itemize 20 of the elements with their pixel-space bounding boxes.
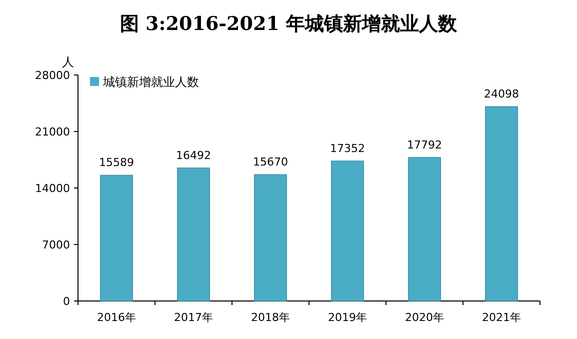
xtick: 2018年 (251, 311, 290, 324)
xtick: 2017年 (174, 311, 213, 324)
xtick: 2016年 (97, 311, 136, 324)
ytick: 0 (63, 295, 70, 308)
ytick: 7000 (42, 238, 70, 252)
ylabel: 人 (62, 55, 74, 69)
data-label: 17352 (330, 142, 365, 155)
xtick: 2021年 (482, 311, 521, 324)
ytick: 28000 (35, 69, 70, 82)
xtick: 2019年 (328, 311, 367, 324)
data-label: 17792 (407, 138, 442, 152)
data-label: 15589 (99, 156, 134, 170)
xtick: 2020年 (405, 311, 444, 324)
legend-label: 城镇新增就业人数 (103, 75, 199, 89)
ytick: 14000 (35, 182, 70, 195)
data-label: 24098 (484, 88, 519, 100)
title: 图 3:2016-2021 年城镇新增就业人数 (120, 13, 458, 35)
ytick: 21000 (35, 126, 70, 138)
data-label: 15670 (253, 156, 288, 169)
data-label: 16492 (176, 148, 211, 162)
